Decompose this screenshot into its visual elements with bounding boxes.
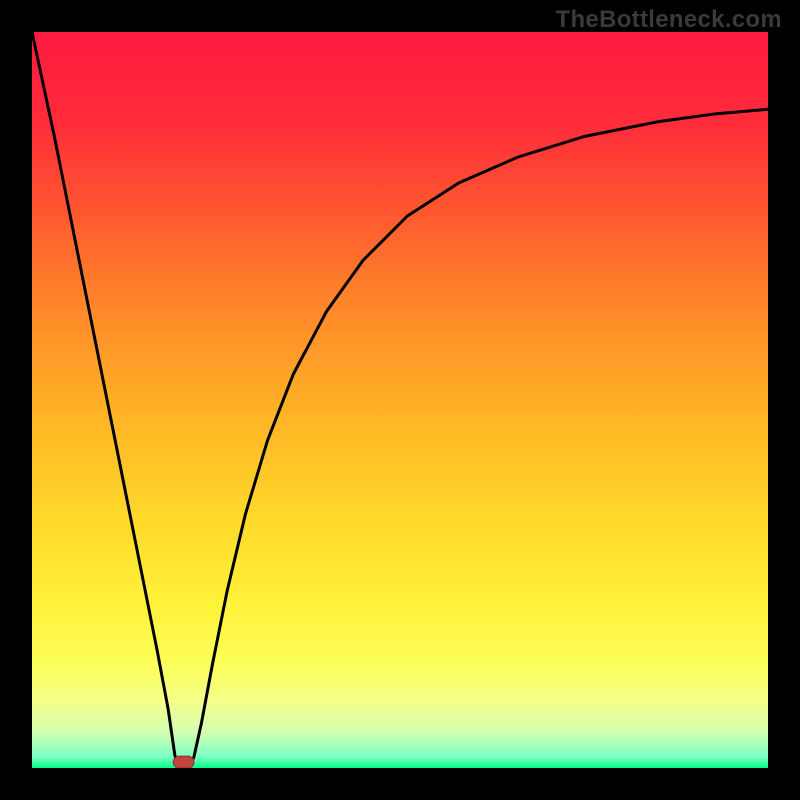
optimum-marker <box>173 756 194 768</box>
plot-area <box>32 32 768 768</box>
chart-svg <box>32 32 768 768</box>
gradient-background <box>32 32 768 768</box>
watermark-text: TheBottleneck.com <box>556 6 782 34</box>
chart-frame: TheBottleneck.com <box>0 0 800 800</box>
